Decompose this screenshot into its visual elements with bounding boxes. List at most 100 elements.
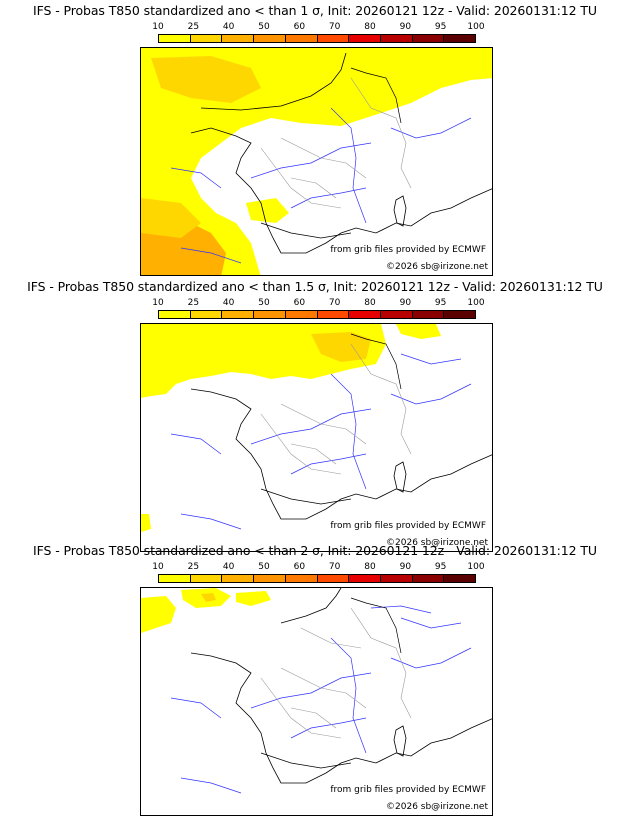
borders-dark: [260, 597, 402, 769]
map-panel-2: IFS - Probas T850 standardized ano < tha…: [0, 276, 630, 552]
legend-color-swatch: [254, 35, 286, 42]
legend-tick-label: 25: [187, 298, 200, 308]
coastline-channel: [200, 52, 347, 111]
legend-color-swatch: [254, 575, 286, 582]
legend-color-swatch: [222, 311, 255, 318]
copyright-text: ©2026 sb@irizone.net: [386, 802, 488, 812]
panel-title: IFS - Probas T850 standardized ano < tha…: [33, 3, 597, 18]
legend-color-swatch: [285, 35, 318, 42]
legend-color-swatch: [190, 311, 223, 318]
legend-tick-label: 60: [293, 562, 306, 572]
legend-color-swatch: [317, 35, 350, 42]
panel-title: IFS - Probas T850 standardized ano < tha…: [27, 279, 603, 294]
legend-tick-label: 70: [328, 298, 341, 308]
map-svg: [141, 324, 492, 532]
probability-map: from grib files provided by ECMWF ©2026 …: [140, 323, 493, 552]
legend-color-swatch: [380, 575, 413, 582]
probability-map: from grib files provided by ECMWF ©2026 …: [140, 47, 493, 276]
legend-tick-label: 95: [434, 298, 447, 308]
probability-fill-nw: [141, 596, 176, 633]
legend-tick-label: 80: [364, 298, 376, 308]
copyright-text: ©2026 sb@irizone.net: [386, 262, 488, 272]
legend-tick-label: 100: [467, 562, 485, 572]
legend-color-swatch: [412, 311, 445, 318]
legend-color-swatch: [412, 575, 445, 582]
legend-tick-label: 80: [364, 562, 376, 572]
legend-color-swatch: [317, 311, 350, 318]
legend-color-swatch: [412, 35, 445, 42]
map-panel-1: IFS - Probas T850 standardized ano < tha…: [0, 0, 630, 276]
probability-fill-north: [141, 48, 492, 275]
legend-tick-label: 50: [258, 298, 270, 308]
coastline: [190, 388, 492, 520]
legend-color-swatch: [222, 35, 255, 42]
legend-tick-label: 25: [187, 562, 200, 572]
legend-color-swatch: [380, 311, 413, 318]
legend-tick-label: 95: [434, 22, 447, 32]
legend-labels: 10 25 40 50 60 70 80 90 95 100: [152, 562, 484, 572]
legend-tick-label: 60: [293, 298, 306, 308]
borders: [260, 607, 412, 739]
legend-color-swatch: [222, 575, 255, 582]
legend-color-swatch: [444, 575, 476, 582]
probability-colorbar: [158, 310, 476, 319]
legend-color-swatch: [444, 311, 476, 318]
legend-tick-label: 80: [364, 22, 376, 32]
legend-color-swatch: [444, 35, 476, 42]
probability-fill-n2: [236, 591, 271, 606]
corsica: [393, 461, 407, 493]
borders: [260, 77, 412, 209]
legend-color-swatch: [159, 311, 191, 318]
legend-color-swatch: [349, 311, 381, 318]
legend-color-swatch: [190, 35, 223, 42]
legend-tick-label: 90: [399, 562, 412, 572]
legend-tick-label: 10: [152, 22, 164, 32]
probability-colorbar: [158, 34, 476, 43]
legend-color-swatch: [190, 575, 223, 582]
river: [170, 107, 472, 264]
borders: [260, 343, 412, 475]
source-credit: from grib files provided by ECMWF: [330, 245, 486, 255]
corsica: [393, 195, 407, 227]
legend-tick-label: 60: [293, 22, 306, 32]
copyright-text: ©2026 sb@irizone.net: [386, 538, 488, 548]
borders-dark: [260, 67, 402, 239]
legend-tick-label: 50: [258, 22, 270, 32]
legend-tick-label: 40: [222, 22, 235, 32]
legend-tick-label: 40: [222, 298, 235, 308]
probability-fill-small: [396, 324, 441, 339]
legend-tick-label: 100: [467, 298, 485, 308]
legend-tick-label: 10: [152, 562, 164, 572]
source-credit: from grib files provided by ECMWF: [330, 521, 486, 531]
legend-tick-label: 50: [258, 562, 270, 572]
probability-fill-orange-nw: [151, 56, 261, 103]
legend-color-swatch: [380, 35, 413, 42]
coastline: [190, 127, 492, 254]
legend-color-swatch: [317, 575, 350, 582]
legend-color-swatch: [285, 575, 318, 582]
probability-fill-orange: [311, 332, 371, 362]
legend-tick-label: 95: [434, 562, 447, 572]
corsica: [393, 725, 407, 757]
river: [170, 605, 472, 794]
source-credit: from grib files provided by ECMWF: [330, 785, 486, 795]
legend-tick-label: 90: [399, 298, 412, 308]
legend-color-swatch: [285, 311, 318, 318]
legend-tick-label: 90: [399, 22, 412, 32]
legend-labels: 10 25 40 50 60 70 80 90 95 100: [152, 22, 484, 32]
probability-fill-orange-sw-core: [141, 198, 201, 238]
river: [170, 353, 472, 530]
legend-tick-label: 40: [222, 562, 235, 572]
probability-fill-ne: [391, 48, 492, 76]
map-panel-3: IFS - Probas T850 standardized ano < tha…: [0, 540, 630, 816]
coastline-north: [280, 588, 342, 624]
borders-dark: [260, 333, 402, 505]
map-svg: [141, 48, 492, 275]
probability-fill-sw: [141, 514, 151, 532]
legend-tick-label: 70: [328, 22, 341, 32]
coastline: [190, 652, 492, 784]
map-svg: [141, 588, 492, 794]
legend-tick-label: 10: [152, 298, 164, 308]
legend-color-swatch: [349, 35, 381, 42]
legend-color-swatch: [159, 35, 191, 42]
